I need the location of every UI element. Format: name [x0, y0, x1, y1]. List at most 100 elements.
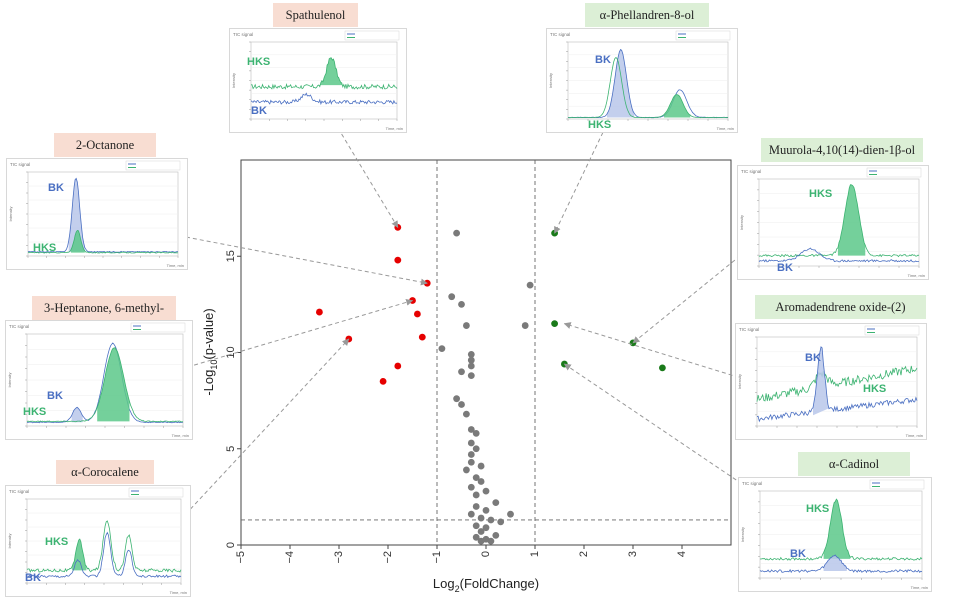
- y-tick-label: 0: [225, 542, 237, 548]
- callout-arrow: [563, 363, 801, 524]
- point-ns: [453, 229, 460, 237]
- hks-trace: [27, 229, 179, 254]
- tag-heptanone: 3-Heptanone, 6-methyl-: [32, 296, 176, 320]
- inset-legend: [866, 167, 922, 178]
- point-ns: [487, 537, 495, 545]
- inset-aromadendrene: TIC signal Time, min Intensity BK HKS: [735, 323, 927, 440]
- point-ns: [482, 524, 490, 532]
- hks-peak-area: [664, 94, 691, 118]
- point-ns: [467, 439, 475, 447]
- hks-trace: [758, 184, 920, 258]
- x-tick-label: 2: [578, 551, 590, 557]
- inset-intensity-label: Intensity: [8, 207, 13, 222]
- inset-muurola: TIC signal Time, min Intensity HKS BK: [737, 165, 929, 280]
- bk-trace: [759, 554, 923, 574]
- hks-label: HKS: [809, 188, 832, 200]
- point-down: [394, 362, 402, 370]
- point-up: [551, 320, 558, 328]
- x-tick-label: −5: [235, 551, 247, 564]
- point-ns: [492, 531, 500, 539]
- bk-label: BK: [790, 548, 806, 560]
- point-ns: [458, 401, 465, 408]
- bk-label: BK: [25, 572, 41, 584]
- data-points: [316, 223, 666, 545]
- point-down: [379, 377, 387, 385]
- bk-trace: [26, 342, 184, 424]
- x-axis-label: Log2(FoldChange): [433, 576, 539, 594]
- x-tick-label: −4: [284, 551, 296, 564]
- point-ns: [472, 522, 480, 530]
- point-ns: [467, 451, 475, 458]
- point-ns: [507, 510, 514, 518]
- inset-intensity-label: Intensity: [737, 374, 742, 389]
- inset-time-label: Time, min: [172, 433, 189, 438]
- hks-peak-area: [837, 184, 866, 256]
- inset-legend: [864, 325, 920, 336]
- point-ns: [521, 322, 529, 329]
- inset-header: TIC signal: [739, 327, 759, 332]
- hks-peak-area: [97, 347, 130, 422]
- threshold-lines: [241, 160, 731, 545]
- point-ns: [453, 395, 460, 403]
- point-up: [659, 364, 666, 372]
- callout-arrow: [337, 127, 399, 228]
- inset-legend: [869, 479, 925, 490]
- point-ns: [438, 345, 446, 353]
- hks-label: HKS: [863, 383, 886, 395]
- hks-label: HKS: [806, 503, 829, 515]
- point-ns: [448, 293, 456, 301]
- inset-header: TIC signal: [9, 489, 29, 494]
- point-ns: [458, 300, 465, 308]
- inset-intensity-label: Intensity: [739, 215, 744, 230]
- hks-trace: [756, 365, 918, 402]
- inset-intensity-label: Intensity: [548, 73, 553, 88]
- point-ns: [487, 516, 495, 524]
- tag-aromadendrene: Aromadendrene oxide-(2): [755, 295, 926, 319]
- hks-trace: [26, 347, 184, 423]
- tag-octanone: 2-Octanone: [54, 133, 156, 157]
- hks-peak-area: [823, 499, 851, 559]
- inset-time-label: Time, min: [170, 590, 187, 595]
- x-tick-label: 1: [529, 551, 541, 557]
- bk-label: BK: [805, 352, 821, 364]
- hks-label: HKS: [247, 56, 270, 68]
- point-ns: [492, 499, 500, 507]
- bk-label: BK: [595, 54, 611, 66]
- callout-arrow: [554, 125, 607, 234]
- bk-peak-area: [68, 178, 85, 252]
- point-ns: [477, 528, 485, 535]
- x-axis-ticks: −5 −4 −3 −2 −1 0 1 2 3 4: [235, 545, 688, 564]
- inset-octanone: TIC signal Time, min Intensity BK HKS: [6, 158, 188, 270]
- hks-peak-area: [319, 57, 343, 87]
- inset-header: TIC signal: [233, 32, 253, 37]
- hks-trace: [567, 56, 729, 119]
- bk-trace: [250, 92, 397, 106]
- point-ns: [463, 410, 470, 418]
- y-tick-label: 5: [225, 446, 237, 452]
- inset-intensity-label: Intensity: [740, 527, 745, 542]
- bk-trace: [756, 346, 918, 423]
- inset-cadinol: TIC signal Time, min Intensity HKS BK: [738, 477, 932, 592]
- callout-arrow: [156, 338, 350, 546]
- point-down: [316, 308, 323, 316]
- hks-trace: [26, 520, 182, 573]
- y-axis-label: -Log10(p-value): [201, 308, 219, 395]
- inset-header: TIC signal: [741, 169, 761, 174]
- inset-time-label: Time, min: [717, 126, 734, 131]
- inset-header: TIC signal: [742, 481, 762, 486]
- inset-legend: [125, 160, 181, 171]
- inset-time-label: Time, min: [908, 273, 925, 278]
- hks-label: HKS: [45, 536, 68, 548]
- point-ns: [472, 445, 480, 453]
- inset-corocalene: TIC signal Time, min Intensity HKS BK: [5, 485, 191, 597]
- point-ns: [497, 518, 505, 526]
- point-down: [414, 310, 421, 318]
- x-tick-label: 4: [676, 551, 688, 557]
- bk-peak-area: [823, 555, 847, 571]
- hks-trace: [250, 57, 398, 90]
- bk-peak-area: [813, 346, 829, 416]
- point-ns: [467, 351, 475, 358]
- x-tick-label: −1: [431, 551, 443, 564]
- inset-time-label: Time, min: [911, 585, 928, 590]
